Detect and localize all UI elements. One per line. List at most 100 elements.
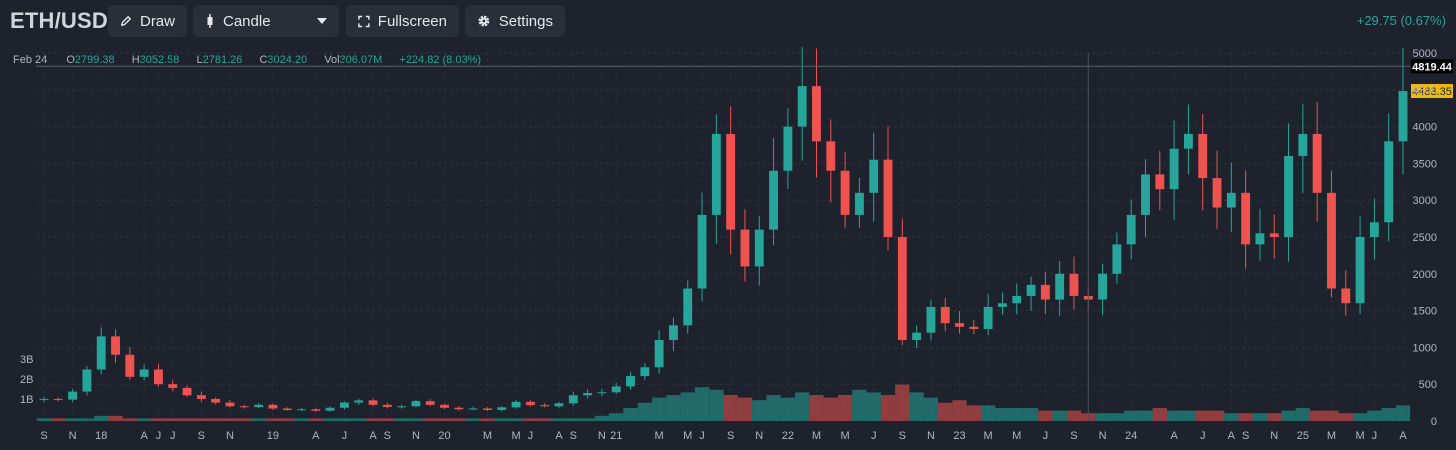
candle-body xyxy=(1040,284,1050,300)
candle-body xyxy=(583,393,593,396)
time-tick-label: M xyxy=(1355,430,1364,442)
settings-button-label: Settings xyxy=(498,12,553,30)
candle-body xyxy=(1298,133,1308,157)
candle-body xyxy=(1083,295,1093,300)
time-tick-label: M xyxy=(984,430,993,442)
candle-body xyxy=(239,406,249,408)
candle-body xyxy=(726,133,736,230)
volume-bar xyxy=(1281,410,1296,421)
candle-body xyxy=(211,398,221,403)
volume-bar xyxy=(880,395,896,421)
volume-bar xyxy=(723,395,738,421)
price-tick-label: 5000 xyxy=(1413,48,1437,60)
time-tick-label: M xyxy=(1327,430,1336,442)
volume-bar xyxy=(1395,405,1411,421)
candle-body xyxy=(411,401,421,407)
volume-bar xyxy=(1038,410,1053,421)
ohlc-legend: Feb 24 O2799.38 H3052.58 L2781.26 C3024.… xyxy=(13,54,495,66)
chart-type-select[interactable]: Candle xyxy=(193,5,339,37)
volume-bar xyxy=(423,418,438,421)
time-tick-label: A xyxy=(1228,430,1236,442)
time-tick-label: A xyxy=(1399,430,1407,442)
price-change: +29.75 (0.67%) xyxy=(1356,13,1446,28)
volume-bar xyxy=(651,397,667,421)
legend-low-key: L xyxy=(196,54,203,66)
volume-bar xyxy=(1209,410,1225,421)
volume-tick-label: 2B xyxy=(20,374,33,386)
candle-body xyxy=(454,407,464,410)
volume-bar xyxy=(1381,408,1396,421)
volume-tick-label: 1B xyxy=(20,394,33,406)
last-price-label: 4483.35 xyxy=(1412,86,1452,98)
price-tick-label: 1000 xyxy=(1413,342,1437,354)
time-tick-label: J xyxy=(871,430,877,442)
volume-bar xyxy=(980,405,996,421)
candle-body xyxy=(912,332,922,341)
time-tick-label: 20 xyxy=(438,430,450,442)
candle-body xyxy=(1098,273,1108,300)
candle-body xyxy=(668,325,678,341)
price-tick-label: 0 xyxy=(1431,416,1437,428)
time-tick-label: M xyxy=(683,430,692,442)
time-tick-label: J xyxy=(1200,430,1206,442)
candle-body xyxy=(525,401,535,406)
volume-bar xyxy=(694,387,710,421)
candle-body xyxy=(139,369,149,377)
time-tick-label: S xyxy=(727,430,734,442)
last-price-badge xyxy=(1411,84,1453,99)
candle-body xyxy=(1198,133,1208,179)
time-tick-label: A xyxy=(312,430,320,442)
volume-bar xyxy=(1109,413,1125,421)
candle-body xyxy=(1284,156,1293,237)
candle-body xyxy=(397,406,407,408)
candle-body xyxy=(354,400,364,403)
candle-body xyxy=(740,229,750,267)
volume-bar xyxy=(151,418,166,421)
fullscreen-button[interactable]: Fullscreen xyxy=(346,5,459,37)
time-tick-label: M xyxy=(655,430,664,442)
fullscreen-button-label: Fullscreen xyxy=(377,12,447,30)
time-tick-label: 18 xyxy=(95,430,107,442)
draw-button[interactable]: Draw xyxy=(108,5,187,37)
candle-body xyxy=(82,369,92,392)
volume-bar xyxy=(1224,413,1239,421)
time-tick-label: S xyxy=(570,430,577,442)
candle-body xyxy=(1183,133,1193,149)
time-tick-label: J xyxy=(170,430,176,442)
volume-bar xyxy=(837,395,853,421)
volume-bar xyxy=(280,418,295,421)
candle-body xyxy=(440,404,449,408)
time-tick-label: S xyxy=(1070,430,1077,442)
volume-bar xyxy=(895,384,910,421)
volume-bar xyxy=(1095,413,1110,421)
volume-bar xyxy=(1252,413,1268,421)
volume-bar xyxy=(866,392,881,421)
legend-volume: 306.07M xyxy=(339,54,383,66)
settings-button[interactable]: Settings xyxy=(465,5,565,37)
volume-bar xyxy=(551,418,567,421)
volume-bar xyxy=(208,418,223,421)
volume-bar xyxy=(222,418,238,421)
candle-body xyxy=(1169,148,1179,190)
volume-bar xyxy=(265,418,281,421)
candle-body xyxy=(1269,233,1279,237)
price-tick-label: 2000 xyxy=(1413,269,1437,281)
volume-bar xyxy=(780,397,796,421)
candle-body xyxy=(1126,214,1136,245)
volume-bar xyxy=(995,408,1010,421)
candle-body xyxy=(783,126,793,171)
legend-open: 2799.38 xyxy=(74,54,115,66)
pencil-icon xyxy=(121,16,131,26)
candle-body xyxy=(1312,133,1322,193)
price-tick-label: 1500 xyxy=(1413,306,1437,318)
volume-bar xyxy=(1124,410,1139,421)
candle-body xyxy=(1398,91,1408,142)
volume-bar xyxy=(966,405,981,421)
time-tick-label: M xyxy=(812,430,821,442)
time-tick-label: J xyxy=(156,430,162,442)
time-tick-label: J xyxy=(1043,430,1049,442)
time-tick-label: N xyxy=(226,430,234,442)
candle-body xyxy=(654,340,664,368)
legend-change: +224.82 (8.03%) xyxy=(399,54,482,66)
